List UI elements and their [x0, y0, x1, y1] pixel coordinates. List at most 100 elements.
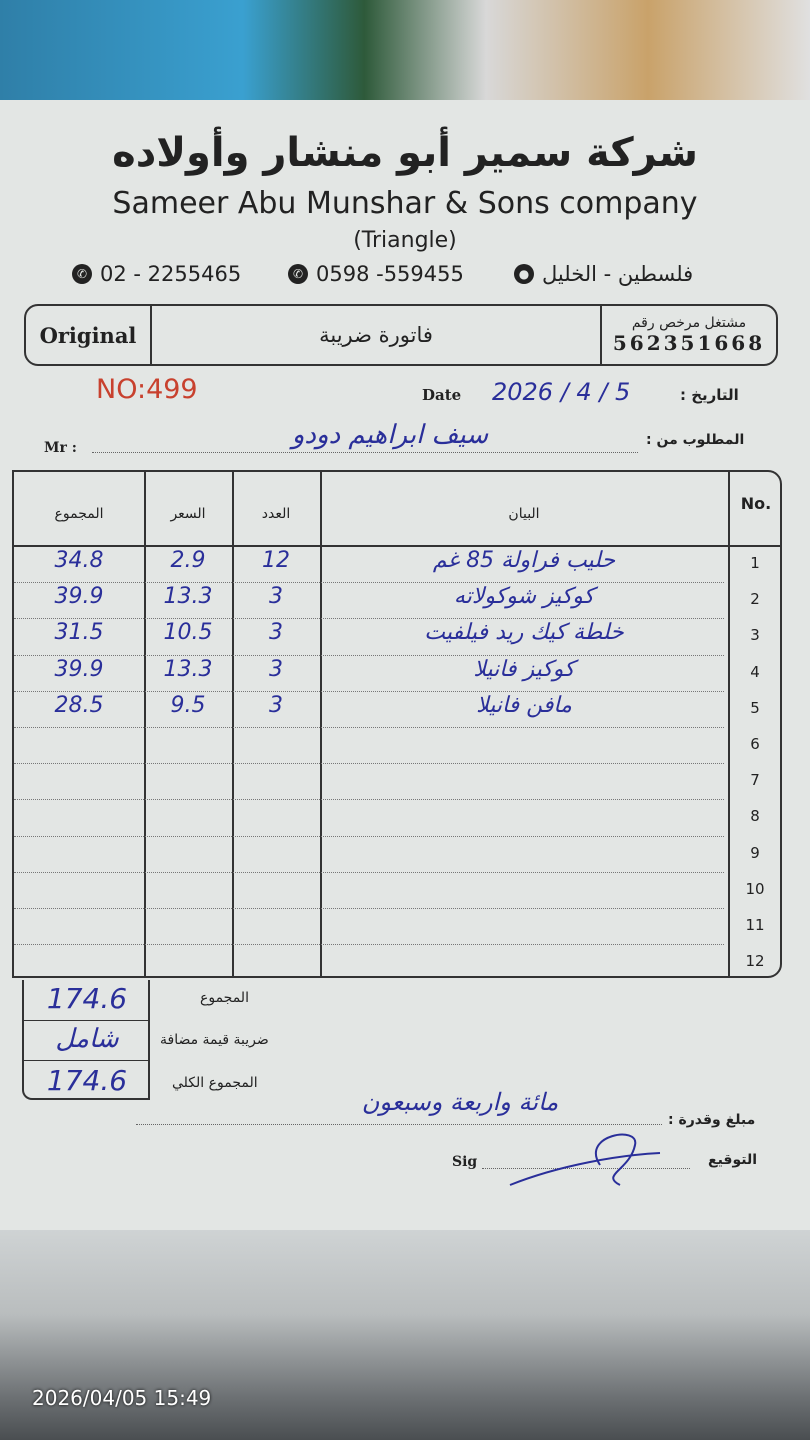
row-divider: [14, 690, 724, 692]
photo-background-top: [0, 0, 810, 110]
row-number: 12: [745, 952, 765, 971]
item-price: 10.5: [163, 620, 213, 646]
phone-landline: ✆ 02 - 2255465: [72, 262, 241, 286]
items-table: المجموع السعر العدد البيان No. 1 34.8 2.9 1…: [12, 470, 782, 978]
divider: [232, 472, 234, 976]
item-total: 28.5: [54, 692, 104, 718]
subtotal-value: 174.6: [46, 982, 128, 1015]
photo-timestamp: 2026/04/05 15:49: [32, 1386, 212, 1410]
row-divider: [14, 654, 724, 656]
amount-words-line: [136, 1124, 662, 1125]
row-divider: [14, 944, 724, 946]
location: ● فلسطين - الخليل: [514, 262, 693, 286]
item-description: خلطة كيك ريد فيلفيت: [424, 620, 624, 646]
row-number: 6: [750, 735, 760, 753]
row-divider: [14, 727, 724, 728]
row-divider: [14, 908, 724, 909]
column-header-total: المجموع: [54, 506, 104, 522]
date-label-en: Date: [422, 386, 462, 404]
location-pin-icon: ●: [514, 264, 534, 284]
license-label: مشتغل مرخص رقم: [631, 315, 747, 331]
divider: [24, 1020, 148, 1021]
grand-total-label: المجموع الكلي: [172, 1075, 258, 1091]
license-number: 562351668: [612, 331, 766, 355]
row-divider: [14, 871, 724, 873]
item-description: حليب فراولة 85 غم: [432, 548, 616, 573]
row-number: 5: [750, 698, 760, 717]
signature-line: [482, 1168, 690, 1169]
column-header-price: السعر: [170, 506, 206, 522]
column-header-qty: العدد: [261, 506, 291, 522]
divider: [144, 472, 146, 976]
totals-box: 174.6 شامل 174.6: [22, 980, 150, 1100]
phone-landline-text: 02 - 2255465: [100, 262, 242, 286]
item-price: 2.9: [170, 548, 206, 573]
signature-label-en: Sig: [452, 1154, 478, 1170]
signature-label-ar: التوقيع: [708, 1152, 757, 1168]
row-divider: [14, 835, 724, 837]
header-divider: [14, 545, 780, 547]
divider: [728, 472, 730, 976]
amount-in-words: مائة واربعة وسبعون: [361, 1088, 559, 1116]
item-description: كوكيز شوكولاته: [453, 584, 595, 610]
item-qty: 3: [269, 620, 283, 646]
item-qty: 3: [269, 584, 283, 610]
column-header-no: No.: [740, 494, 772, 513]
company-brand: (Triangle): [353, 228, 457, 253]
phone-icon: ✆: [288, 264, 308, 284]
phone-mobile-text: 0598 -559455: [316, 262, 464, 286]
row-number: 10: [745, 879, 765, 898]
vat-value: شامل: [55, 1024, 119, 1054]
item-price: 9.5: [170, 692, 206, 718]
photo-background-bottom: [0, 1230, 810, 1440]
grand-total-value: 174.6: [46, 1064, 128, 1097]
item-description: مافن فانيلا: [476, 692, 572, 718]
item-total: 39.9: [54, 584, 104, 610]
document-type: فاتورة ضريبة: [152, 306, 602, 364]
invoice-number: NO:499: [96, 374, 198, 405]
item-price: 13.3: [163, 584, 213, 610]
company-name-english: Sameer Abu Munshar & Sons company: [112, 186, 698, 221]
item-price: 13.3: [163, 656, 213, 682]
row-divider: [14, 618, 724, 620]
column-header-description: البيان: [508, 506, 540, 522]
item-total: 34.8: [54, 548, 104, 573]
row-number: 3: [750, 626, 760, 645]
row-divider: [14, 582, 724, 584]
item-total: 31.5: [54, 620, 104, 646]
phone-icon: ✆: [72, 264, 92, 284]
item-qty: 12: [262, 548, 290, 573]
vat-label: ضريبة قيمة مضافة: [160, 1032, 269, 1048]
row-number: 8: [750, 807, 760, 826]
invoice-paper: [0, 100, 810, 1232]
customer-label-en: Mr :: [44, 440, 77, 456]
row-number: 7: [750, 771, 760, 790]
date-label-ar: التاريخ :: [680, 386, 739, 404]
divider: [24, 1060, 148, 1061]
row-number: 9: [750, 843, 760, 862]
license-block: مشتغل مرخص رقم 562351668: [602, 306, 776, 364]
company-name-arabic: شركة سمير أبو منشار وأولاده: [112, 130, 698, 176]
customer-label-ar: المطلوب من :: [646, 432, 745, 448]
row-divider: [14, 799, 724, 801]
row-divider: [14, 763, 724, 765]
row-number: 1: [750, 554, 760, 572]
item-qty: 3: [269, 656, 283, 682]
copy-label: Original: [26, 306, 152, 364]
divider: [320, 472, 322, 976]
invoice-header-box: Original فاتورة ضريبة مشتغل مرخص رقم 562…: [24, 304, 778, 366]
row-number: 4: [750, 662, 760, 681]
signature-scribble: [509, 1133, 661, 1186]
customer-name: سيف ابراهيم دودو: [291, 420, 489, 450]
date-value: 2026 / 4 / 5: [492, 378, 631, 406]
subtotal-label: المجموع: [200, 990, 249, 1006]
row-number: 2: [750, 590, 760, 609]
customer-line: [92, 452, 638, 453]
amount-words-label: مبلغ وقدرة :: [668, 1112, 756, 1128]
item-qty: 3: [269, 692, 283, 718]
item-description: كوكيز فانيلا: [473, 656, 575, 682]
location-text: فلسطين - الخليل: [542, 262, 694, 286]
row-number: 11: [745, 916, 765, 934]
phone-mobile: ✆ 0598 -559455: [288, 262, 464, 286]
item-total: 39.9: [54, 656, 104, 682]
